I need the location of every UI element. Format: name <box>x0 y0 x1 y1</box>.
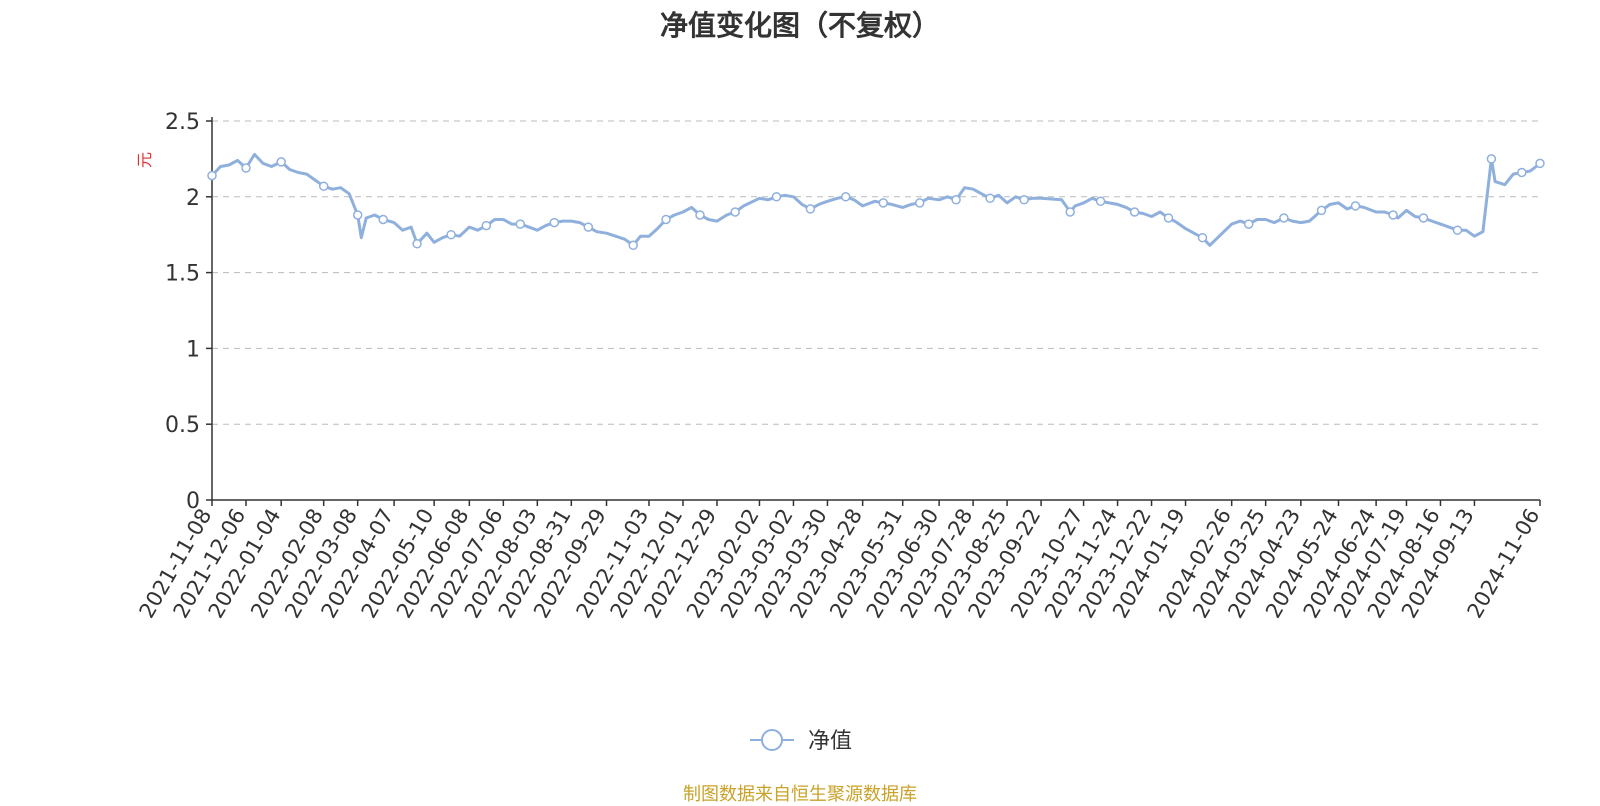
data-point <box>1486 154 1497 164</box>
legend[interactable]: 净值 <box>750 729 852 754</box>
data-point <box>1535 158 1545 169</box>
data-point <box>515 219 526 229</box>
data-point <box>951 195 961 205</box>
data-point <box>1065 207 1075 217</box>
y-axis-label: 元 <box>135 152 154 168</box>
data-point <box>1388 210 1398 220</box>
data-point <box>878 198 889 208</box>
legend-label: 净值 <box>808 729 852 754</box>
data-point <box>730 207 740 217</box>
data-point <box>661 214 671 225</box>
data-point <box>840 192 851 202</box>
y-tick-label: 1 <box>186 337 200 362</box>
data-point <box>1517 167 1527 178</box>
data-point <box>241 163 251 173</box>
data-point <box>207 170 217 181</box>
y-tick-label: 1.5 <box>165 262 200 287</box>
source-note: 制图数据来自恒生聚源数据库 <box>683 784 917 805</box>
data-point <box>1019 195 1029 205</box>
data-point <box>446 229 456 240</box>
data-point <box>583 222 594 232</box>
data-point <box>805 204 816 214</box>
chart-title: 净值变化图（不复权） <box>659 9 940 42</box>
data-point <box>695 210 705 220</box>
data-point <box>1243 219 1254 229</box>
data-point <box>276 157 286 167</box>
data-point <box>318 181 329 191</box>
data-point <box>914 198 925 208</box>
data-point <box>1279 213 1289 223</box>
data-point <box>1350 201 1361 211</box>
y-tick-label: 2.5 <box>165 110 200 135</box>
grid-lines <box>212 120 1540 425</box>
series-layer <box>207 152 1545 251</box>
axes: 00.511.522.52021-11-082021-12-062022-01-… <box>135 110 1545 622</box>
data-point <box>1095 196 1106 207</box>
y-tick-label: 2 <box>186 186 200 211</box>
data-point <box>1418 213 1429 223</box>
data-point <box>771 192 782 202</box>
y-tick-label: 0.5 <box>165 413 200 438</box>
data-point <box>1316 205 1327 216</box>
data-point <box>985 193 995 204</box>
data-point <box>412 239 422 249</box>
data-point <box>549 217 560 228</box>
data-point <box>378 214 388 225</box>
data-point <box>481 220 492 231</box>
y-tick-label: 0 <box>186 489 200 514</box>
data-point <box>352 210 363 220</box>
data-point <box>1197 232 1208 243</box>
data-point <box>1129 207 1140 217</box>
series-line-jingzhi <box>210 152 1541 247</box>
data-point <box>628 240 638 251</box>
data-point <box>1163 213 1174 223</box>
legend-marker-icon <box>761 729 783 751</box>
data-point <box>1452 225 1463 235</box>
